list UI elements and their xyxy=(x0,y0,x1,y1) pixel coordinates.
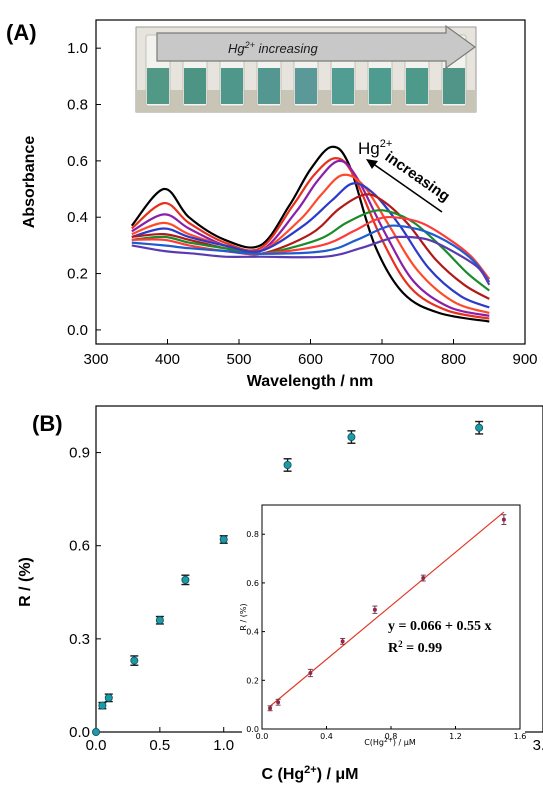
panel-b-chart: 0.00.51.01.52.02.53.03.50.00.30.60.9 C (… xyxy=(17,405,543,783)
arrow-right-icon xyxy=(156,24,477,70)
arrowhead-icon xyxy=(366,159,378,169)
vial-photo: Hg2+ increasing xyxy=(135,24,477,113)
x-tick-label: 0.0 xyxy=(256,732,269,741)
panel-b-xlabel: C (Hg2+) / μM xyxy=(262,764,359,783)
spectrum-line xyxy=(131,159,490,317)
data-point xyxy=(475,423,484,432)
inset-chart: 0.0 0.4 0.8 1.2 1.6 0.0 0.2 0.4 0.6 0.8 y = 0.066… xyxy=(239,504,527,750)
data-point xyxy=(92,728,101,737)
spectrum-line xyxy=(131,157,490,320)
y-tick-label: 0.8 xyxy=(246,530,259,539)
y-tick-label: 0.2 xyxy=(67,266,88,283)
spectrum-line xyxy=(130,145,490,323)
spectrum-line xyxy=(131,224,491,283)
data-point xyxy=(181,575,190,584)
data-point xyxy=(219,535,228,544)
x-tick-label: 1.6 xyxy=(514,732,527,741)
spectrum-line xyxy=(131,173,490,315)
x-tick-label: 0.5 xyxy=(149,737,170,754)
inset-data-point xyxy=(501,517,506,522)
x-tick-label: 3.5 xyxy=(533,737,543,754)
spectrum-line xyxy=(131,235,491,286)
data-point xyxy=(104,693,113,702)
panel-a-label: (A) xyxy=(6,20,37,45)
vial-liquid xyxy=(221,68,243,104)
x-tick-label: 800 xyxy=(441,351,466,368)
data-point xyxy=(347,433,356,442)
panel-a-xlabel: Wavelength / nm xyxy=(247,373,374,390)
fit-equation: y = 0.066 + 0.55 x xyxy=(388,619,491,634)
x-tick-label: 0.4 xyxy=(320,732,333,741)
x-tick-label: 0.0 xyxy=(86,737,107,754)
y-tick-label: 0.6 xyxy=(69,538,90,555)
y-tick-label: 0.6 xyxy=(246,579,259,588)
vial-liquid xyxy=(295,68,317,104)
x-tick-label: 500 xyxy=(226,351,251,368)
y-tick-label: 0.4 xyxy=(67,209,88,226)
y-tick-label: 0.3 xyxy=(69,631,90,648)
inset-data-point xyxy=(421,576,426,581)
x-tick-label: 0.8 xyxy=(385,732,398,741)
x-tick-label: 1.2 xyxy=(449,732,462,741)
x-tick-label: 700 xyxy=(369,351,394,368)
vial-liquid xyxy=(369,68,391,104)
inset-data-point xyxy=(268,706,273,711)
vial-liquid xyxy=(406,68,428,104)
y-tick-label: 0.0 xyxy=(69,724,90,741)
panel-a-chart: 300 400 500 600 700 800 9000.00.20.40.60.81.0 … xyxy=(21,19,538,390)
vial-liquid xyxy=(332,68,354,104)
spectrum-line xyxy=(131,182,490,309)
panel-b-label: (B) xyxy=(32,411,63,436)
inset-data-point xyxy=(276,700,281,705)
data-point xyxy=(98,701,107,710)
y-tick-label: 0.0 xyxy=(67,322,88,339)
data-point xyxy=(130,656,139,665)
panel-a-ylabel: Absorbance xyxy=(21,136,38,229)
spectrum-line xyxy=(131,215,491,280)
inset-data-point xyxy=(308,671,313,675)
data-point xyxy=(283,460,292,469)
inset-ylabel: R / (%) xyxy=(239,603,248,630)
x-tick-label: 300 xyxy=(83,351,108,368)
vial-liquid xyxy=(184,68,206,104)
y-tick-label: 0.4 xyxy=(246,628,259,637)
spectrum-line xyxy=(131,209,490,292)
vial-caption: Hg2+ increasing xyxy=(228,40,319,56)
y-tick-label: 0.2 xyxy=(246,676,259,685)
spectrum-line xyxy=(131,193,490,300)
inset-xlabel: C(Hg2+) / μM xyxy=(364,737,416,747)
y-tick-label: 0.6 xyxy=(67,153,88,170)
r-squared: R2 = 0.99 xyxy=(388,639,442,656)
trend-arrow-icon xyxy=(371,162,443,213)
vial-liquid xyxy=(147,68,169,104)
vial-liquid xyxy=(258,68,280,104)
x-tick-label: 900 xyxy=(512,351,537,368)
y-tick-label: 0.0 xyxy=(246,725,259,734)
vial-liquid xyxy=(443,68,465,104)
inset-data-point xyxy=(340,639,345,644)
y-tick-label: 0.8 xyxy=(67,97,88,114)
panel-b-ylabel: R / (%) xyxy=(17,557,34,607)
x-tick-label: 1.0 xyxy=(213,737,234,754)
y-tick-label: 0.9 xyxy=(69,445,90,462)
y-tick-label: 1.0 xyxy=(67,40,88,57)
hg-annotation: Hg2+ xyxy=(358,138,392,158)
inset-data-point xyxy=(372,607,377,612)
x-tick-label: 400 xyxy=(155,351,180,368)
x-tick-label: 600 xyxy=(298,351,323,368)
data-point xyxy=(155,616,164,625)
